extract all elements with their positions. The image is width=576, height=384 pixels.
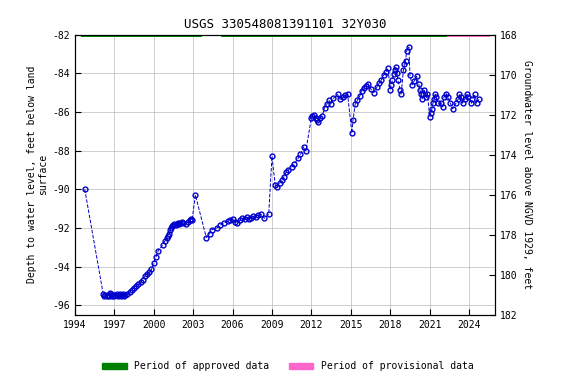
Bar [96,32,202,37]
Bar [81,32,96,37]
Bar [221,32,447,37]
Title: USGS 330548081391101 32Y030: USGS 330548081391101 32Y030 [184,18,386,31]
Legend: Period of approved data, Period of provisional data: Period of approved data, Period of provi… [98,358,478,375]
Bar [447,32,490,37]
Y-axis label: Groundwater level above NGVD 1929, feet: Groundwater level above NGVD 1929, feet [522,60,532,289]
Y-axis label: Depth to water level, feet below land
surface: Depth to water level, feet below land su… [26,66,48,283]
